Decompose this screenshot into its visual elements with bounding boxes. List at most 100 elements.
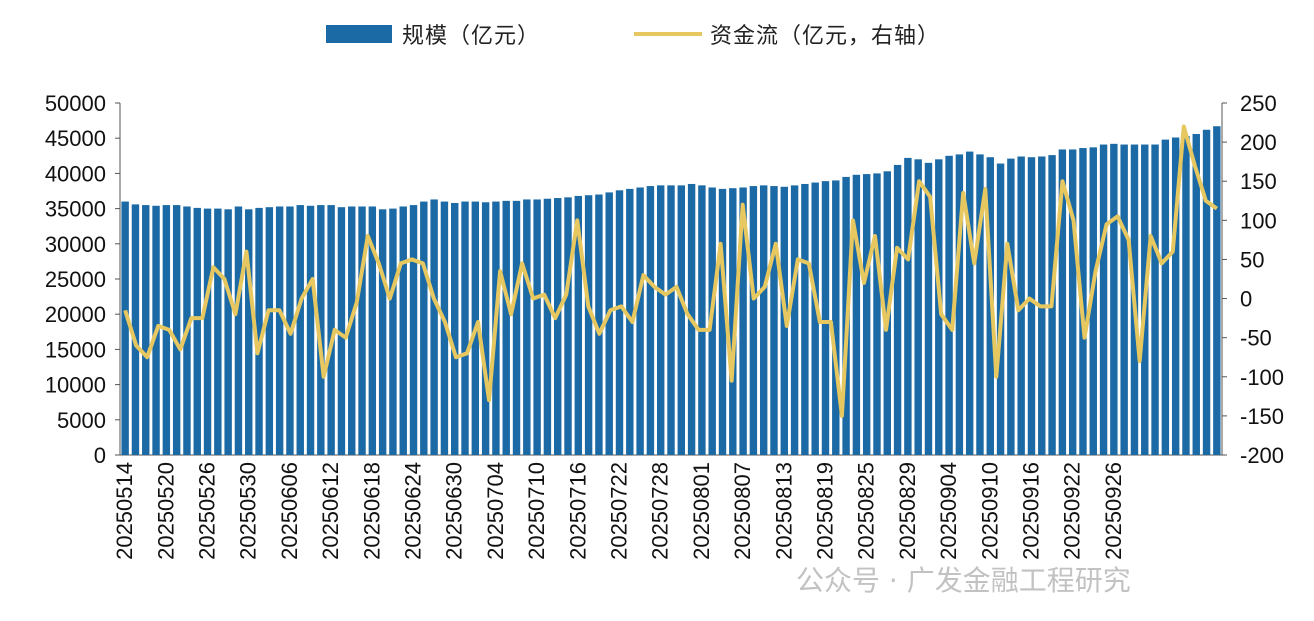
- x-tick-label: 20250904: [936, 462, 961, 560]
- bar: [1110, 144, 1117, 455]
- bar: [966, 152, 973, 455]
- x-tick-label: 20250618: [359, 462, 384, 560]
- x-tick-label: 20250630: [442, 462, 467, 560]
- bar: [554, 198, 561, 455]
- bar: [606, 192, 613, 455]
- bar: [750, 186, 757, 455]
- bar: [204, 209, 211, 455]
- bar: [235, 206, 242, 455]
- bar: [533, 199, 540, 455]
- x-tick-label: 20250612: [318, 462, 343, 560]
- legend-bar-label: 规模（亿元）: [402, 24, 540, 49]
- bar: [214, 209, 221, 455]
- x-tick-label: 20250926: [1101, 462, 1126, 560]
- bar: [307, 206, 314, 455]
- bar: [822, 181, 829, 455]
- legend: 规模（亿元） 资金流（亿元，右轴）: [326, 24, 940, 49]
- x-tick-label: 20250526: [195, 462, 220, 560]
- bar: [400, 206, 407, 455]
- x-tick-label: 20250910: [977, 462, 1002, 560]
- bar: [616, 190, 623, 455]
- bar: [142, 205, 149, 455]
- x-tick-label: 20250624: [401, 462, 426, 560]
- right-tick-label: 150: [1240, 169, 1277, 194]
- legend-line-label: 资金流（亿元，右轴）: [710, 24, 940, 49]
- x-tick-label: 20250829: [895, 462, 920, 560]
- bar: [1007, 159, 1014, 455]
- left-tick-label: 50000: [45, 91, 106, 116]
- right-tick-label: -50: [1240, 326, 1272, 351]
- right-tick-label: 100: [1240, 208, 1277, 233]
- x-tick-label: 20250716: [565, 462, 590, 560]
- right-tick-label: -200: [1240, 443, 1284, 468]
- bar: [224, 209, 231, 455]
- bar: [1151, 145, 1158, 455]
- left-tick-label: 15000: [45, 337, 106, 362]
- left-tick-label: 45000: [45, 126, 106, 151]
- bar: [245, 209, 252, 455]
- left-tick-label: 0: [94, 443, 106, 468]
- bar: [461, 202, 468, 455]
- x-tick-label: 20250807: [730, 462, 755, 560]
- bar: [1100, 145, 1107, 455]
- bar: [585, 195, 592, 455]
- bar: [760, 185, 767, 455]
- left-tick-label: 10000: [45, 373, 106, 398]
- bar: [698, 185, 705, 455]
- bar: [801, 184, 808, 455]
- bar: [1182, 136, 1189, 455]
- bar: [266, 207, 273, 455]
- bar: [544, 199, 551, 455]
- left-tick-label: 30000: [45, 232, 106, 257]
- bar: [863, 174, 870, 455]
- x-tick-label: 20250514: [112, 462, 137, 560]
- bar: [832, 180, 839, 455]
- bar: [564, 197, 571, 455]
- bar: [523, 199, 530, 455]
- x-tick-label: 20250722: [607, 462, 632, 560]
- bar: [1203, 130, 1210, 455]
- x-axis-labels: 20250514 20250520 20250526 20250530 20250606…: [112, 462, 1126, 560]
- bar: [791, 185, 798, 455]
- x-tick-label: 20250606: [277, 462, 302, 560]
- bar: [1028, 157, 1035, 455]
- bar: [647, 186, 654, 455]
- bar: [379, 209, 386, 455]
- left-tick-label: 5000: [57, 408, 106, 433]
- left-tick-label: 20000: [45, 302, 106, 327]
- bar: [853, 175, 860, 455]
- bar: [894, 165, 901, 455]
- x-tick-label: 20250704: [483, 462, 508, 560]
- left-tick-label: 25000: [45, 267, 106, 292]
- right-tick-label: 0: [1240, 287, 1252, 312]
- bar: [513, 201, 520, 455]
- bar: [904, 158, 911, 455]
- left-tick-label: 40000: [45, 161, 106, 186]
- bar: [1069, 149, 1076, 455]
- bar: [1120, 145, 1127, 455]
- x-tick-label: 20250819: [812, 462, 837, 560]
- bar: [482, 202, 489, 455]
- bar: [389, 209, 396, 455]
- bar: [636, 187, 643, 455]
- x-tick-label: 20250922: [1060, 462, 1085, 560]
- bar: [121, 202, 128, 455]
- right-tick-label: -100: [1240, 365, 1284, 390]
- bar: [297, 205, 304, 455]
- bar: [173, 205, 180, 455]
- bar: [1162, 140, 1169, 455]
- x-tick-label: 20250825: [854, 462, 879, 560]
- left-tick-label: 35000: [45, 197, 106, 222]
- x-tick-label: 20250710: [524, 462, 549, 560]
- x-tick-label: 20250728: [648, 462, 673, 560]
- watermark: 公众号 · 广发金融工程研究: [796, 564, 1131, 597]
- bar: [873, 173, 880, 455]
- bar: [1213, 126, 1220, 455]
- bar: [657, 185, 664, 455]
- bar: [945, 156, 952, 455]
- bar: [420, 202, 427, 455]
- x-tick-label: 20250916: [1018, 462, 1043, 560]
- right-tick-label: 250: [1240, 91, 1277, 116]
- bar: [667, 185, 674, 455]
